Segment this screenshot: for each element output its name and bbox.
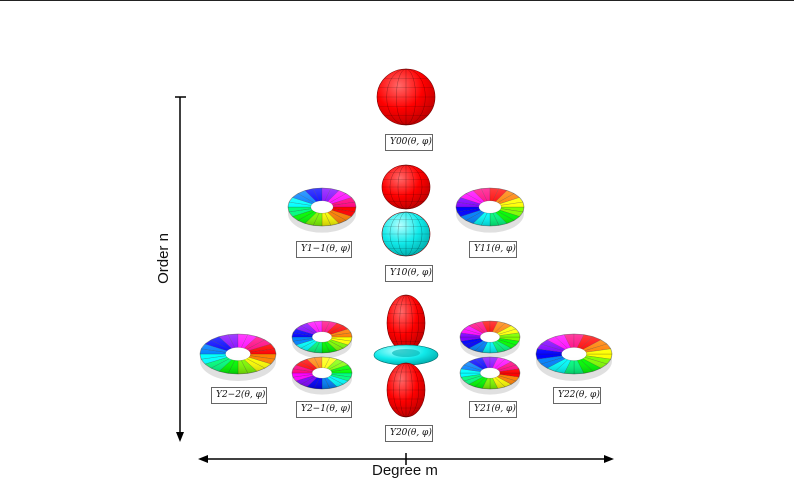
y2-minus2-torus — [199, 333, 277, 381]
label-y1-minus1: Y1−1(θ, φ) — [296, 241, 352, 258]
label-y11: Y11(θ, φ) — [469, 241, 517, 258]
y21-lower-torus — [459, 356, 521, 395]
y21-upper-torus — [459, 320, 521, 359]
order-axis-label: Order n — [154, 233, 172, 284]
label-y2-minus1: Y2−1(θ, φ) — [296, 401, 352, 418]
y10-upper-lobe — [381, 164, 431, 210]
label-y20: Y20(θ, φ) — [385, 425, 433, 442]
degree-axis — [198, 453, 614, 465]
y2-minus1-upper-torus — [291, 320, 353, 359]
y22-torus — [535, 333, 613, 381]
order-axis — [175, 96, 186, 442]
label-y10: Y10(θ, φ) — [385, 265, 433, 282]
label-y21: Y21(θ, φ) — [469, 401, 517, 418]
y10-lower-lobe — [381, 211, 431, 257]
y20-ring — [373, 344, 439, 366]
label-y00: Y00(θ, φ) — [385, 134, 433, 151]
degree-axis-label: Degree m — [372, 462, 438, 479]
y11-torus — [455, 187, 525, 233]
label-y22: Y22(θ, φ) — [553, 387, 601, 404]
y1-minus1-torus — [287, 187, 357, 233]
label-y2-minus2: Y2−2(θ, φ) — [211, 387, 267, 404]
y20-upper-lobe — [386, 294, 426, 352]
y2-minus1-lower-torus — [291, 356, 353, 395]
y20-lower-lobe — [386, 362, 426, 418]
top-rule — [0, 0, 794, 1]
y00-sphere — [376, 68, 436, 126]
